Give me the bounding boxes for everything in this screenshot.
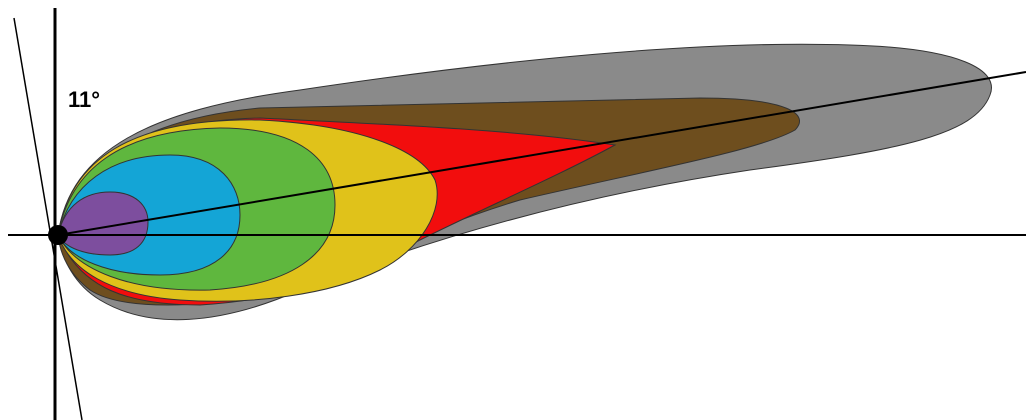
angle-label: 11° (68, 87, 100, 112)
tilted-plane (13, 17, 83, 420)
source-point (48, 225, 68, 245)
lobe-purple (57, 191, 149, 256)
beam-axis (57, 71, 1026, 236)
